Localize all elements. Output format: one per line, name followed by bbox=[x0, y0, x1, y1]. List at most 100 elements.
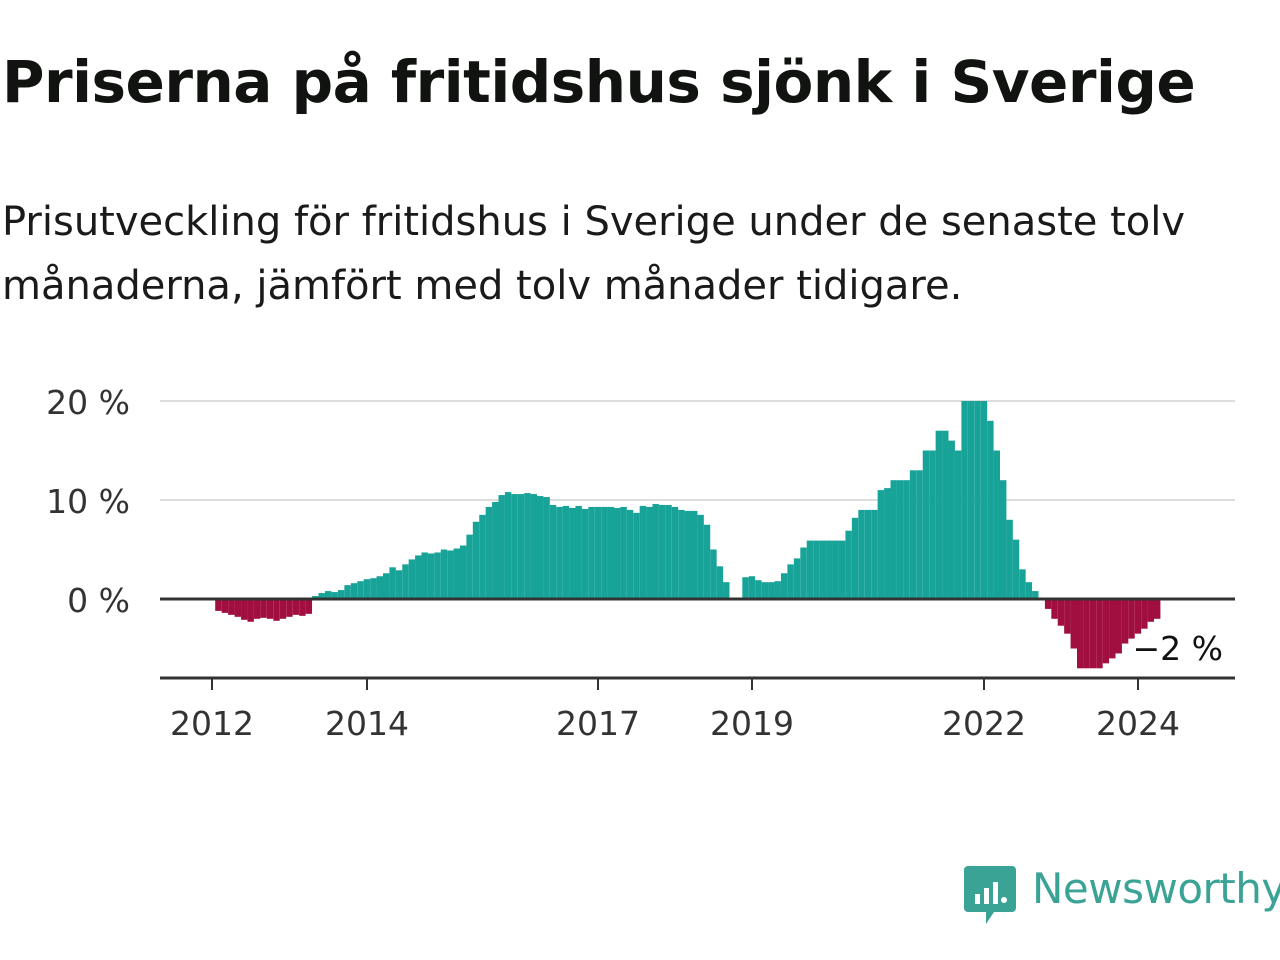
bar bbox=[466, 534, 473, 599]
bar bbox=[337, 590, 345, 599]
bar bbox=[318, 593, 325, 599]
bar bbox=[980, 401, 988, 599]
bar bbox=[1044, 599, 1052, 609]
bar bbox=[678, 509, 685, 599]
logo-icon bbox=[964, 866, 1016, 924]
bar bbox=[620, 506, 627, 599]
bar bbox=[1032, 591, 1039, 599]
bar-chart: 0 % 10 % 20 % 2012 2014 2017 2019 2022 2024 −2 % bbox=[46, 383, 1235, 743]
chart-title: Priserna på fritidshus sjönk i Sverige bbox=[2, 48, 1196, 116]
bar bbox=[819, 540, 827, 599]
bar bbox=[838, 540, 846, 599]
bar bbox=[447, 550, 454, 599]
bar bbox=[453, 548, 460, 599]
bar bbox=[896, 480, 904, 599]
bar bbox=[415, 555, 422, 599]
bar bbox=[1070, 599, 1077, 649]
bar bbox=[1006, 519, 1013, 599]
bar bbox=[884, 488, 891, 599]
bar bbox=[588, 506, 595, 599]
bar bbox=[524, 493, 531, 599]
bar bbox=[780, 573, 788, 599]
bar bbox=[1109, 599, 1116, 659]
x-tick-label: 2012 bbox=[170, 704, 254, 743]
bar bbox=[485, 506, 493, 599]
bar bbox=[556, 506, 563, 599]
axes bbox=[160, 597, 1235, 690]
x-tick-label: 2014 bbox=[325, 704, 409, 743]
bar bbox=[871, 509, 878, 599]
bar bbox=[858, 509, 865, 599]
bar bbox=[594, 506, 602, 599]
bar bbox=[1153, 599, 1161, 619]
bar bbox=[344, 585, 351, 599]
bar bbox=[748, 576, 756, 599]
y-tick-label: 20 % bbox=[46, 383, 130, 422]
bar bbox=[922, 450, 930, 599]
bar bbox=[697, 514, 704, 599]
bar bbox=[376, 576, 383, 599]
bar bbox=[890, 480, 897, 599]
bar bbox=[370, 578, 377, 599]
bar bbox=[504, 492, 512, 599]
bar bbox=[382, 573, 390, 599]
x-tick-label: 2017 bbox=[556, 704, 640, 743]
bar bbox=[690, 510, 698, 599]
bar bbox=[639, 505, 647, 599]
bar bbox=[1076, 599, 1084, 669]
x-tick-label: 2019 bbox=[710, 704, 794, 743]
bar bbox=[511, 494, 518, 599]
bar bbox=[723, 582, 730, 599]
bar bbox=[916, 470, 923, 599]
bar bbox=[498, 495, 505, 599]
bar bbox=[562, 505, 570, 599]
bar bbox=[241, 599, 248, 620]
bar bbox=[961, 401, 968, 599]
bar bbox=[434, 552, 441, 599]
bar bbox=[877, 490, 885, 599]
bar bbox=[273, 599, 280, 621]
bar bbox=[1134, 599, 1142, 634]
bar bbox=[929, 450, 936, 599]
x-tick-label: 2024 bbox=[1096, 704, 1180, 743]
bar bbox=[1064, 599, 1071, 634]
bar bbox=[774, 581, 781, 599]
bar bbox=[967, 401, 975, 599]
bar bbox=[626, 509, 634, 599]
bar bbox=[1128, 599, 1135, 639]
bar bbox=[954, 450, 962, 599]
bar bbox=[459, 545, 467, 599]
bar bbox=[987, 420, 994, 599]
bar bbox=[1147, 599, 1154, 622]
bar bbox=[1089, 599, 1097, 669]
bar bbox=[665, 504, 672, 599]
bar bbox=[787, 564, 794, 599]
bar bbox=[517, 494, 525, 599]
bar bbox=[671, 506, 679, 599]
bar bbox=[357, 581, 364, 599]
bar bbox=[1083, 599, 1090, 669]
bar bbox=[864, 509, 872, 599]
bar bbox=[703, 524, 711, 599]
bar bbox=[1019, 569, 1026, 599]
bar bbox=[909, 470, 917, 599]
bar bbox=[286, 599, 293, 617]
bar bbox=[228, 599, 235, 615]
bar bbox=[999, 480, 1007, 599]
bar bbox=[440, 549, 448, 599]
bar bbox=[581, 508, 589, 599]
bar bbox=[234, 599, 241, 617]
bar bbox=[646, 506, 653, 599]
bar bbox=[427, 553, 435, 599]
bar bbox=[1025, 582, 1033, 599]
bar bbox=[279, 599, 287, 619]
bar bbox=[800, 547, 807, 599]
y-tick-label: 0 % bbox=[67, 581, 130, 620]
bar bbox=[215, 599, 222, 611]
bar bbox=[389, 567, 396, 599]
bar bbox=[806, 540, 814, 599]
bar bbox=[832, 540, 839, 599]
bar bbox=[768, 582, 775, 599]
bar bbox=[569, 507, 576, 599]
bar bbox=[1102, 599, 1110, 664]
